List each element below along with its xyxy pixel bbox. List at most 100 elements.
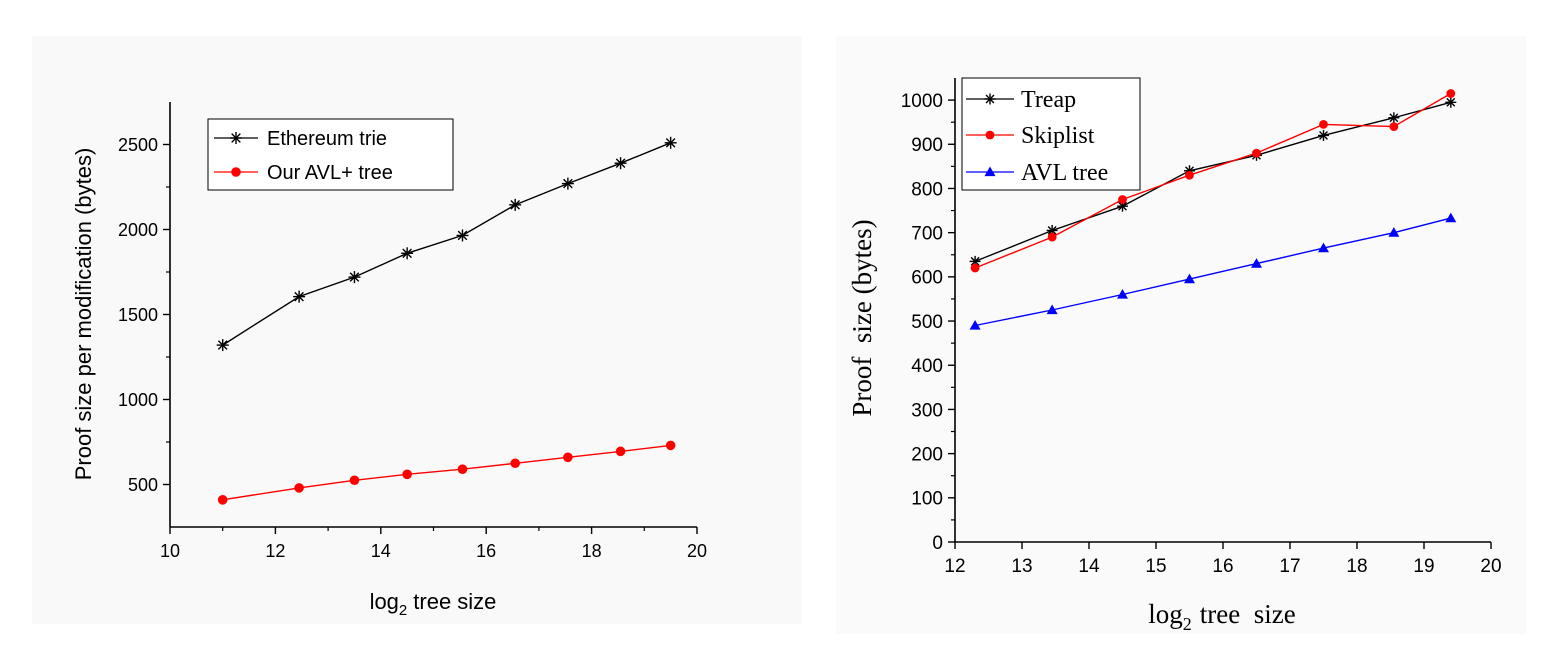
y-tick-label: 400 xyxy=(911,356,943,377)
legend-label-avl-tree: AVL tree xyxy=(1021,160,1108,186)
data-point-avl-tree xyxy=(1184,273,1195,284)
y-tick-label: 2500 xyxy=(118,135,158,155)
data-point-treap xyxy=(969,255,981,267)
data-point-skiplist xyxy=(1047,232,1057,242)
data-point-treap xyxy=(1318,129,1329,141)
data-point-our-avl-plus-tree xyxy=(217,495,228,505)
series-line-skiplist xyxy=(974,92,1452,269)
data-point-avl-tree xyxy=(1388,227,1400,237)
legend-label-ethereum-trie: Ethereum trie xyxy=(267,128,387,150)
data-point-avl-tree xyxy=(969,319,981,330)
y-tick-label: 600 xyxy=(911,268,943,289)
x-tick-label: 10 xyxy=(160,541,180,561)
data-point-avl-tree xyxy=(1117,289,1128,299)
data-point-treap xyxy=(1046,224,1058,236)
x-tick-label: 16 xyxy=(476,541,496,561)
data-point-skiplist xyxy=(970,263,980,273)
y-tick-label: 800 xyxy=(911,179,943,200)
y-tick-label: 500 xyxy=(911,312,943,333)
data-point-skiplist xyxy=(1319,120,1328,129)
chart-left-y-axis-label: Proof size per modification (bytes) xyxy=(71,148,96,481)
x-tick-label: 15 xyxy=(1145,556,1166,577)
data-point-our-avl-plus-tree xyxy=(457,464,468,475)
legend-marker-treap xyxy=(984,93,996,105)
legend-label-skiplist: Skiplist xyxy=(1021,123,1095,149)
data-point-avl-tree xyxy=(1445,212,1457,223)
data-point-avl-tree xyxy=(1251,258,1262,268)
legend-marker-our-avl-plus-tree xyxy=(231,167,241,177)
legend-symbol-skiplist xyxy=(985,130,995,140)
x-tick-label: 19 xyxy=(1413,556,1434,577)
data-point-ethereum-trie xyxy=(401,247,414,260)
chart-right-y-axis-label: Proof size (bytes) xyxy=(847,219,877,416)
x-tick-label: 13 xyxy=(1011,556,1032,577)
series-treap xyxy=(969,96,1457,267)
legend-marker-ethereum-trie xyxy=(230,132,242,144)
chart-right-y-ticks: 0 100 200 300 400 500 600 700 800 900 1000 xyxy=(901,91,955,554)
chart-left-series xyxy=(216,136,677,505)
x-tick-label: 14 xyxy=(1078,556,1100,577)
chart-left-x-axis-label: log2 tree size xyxy=(370,589,497,619)
chart-right-x-axis-label: log2 tree size xyxy=(1148,599,1295,634)
chart-right-legend: Treap Skiplist AVL tree xyxy=(961,77,1141,191)
y-tick-label: 500 xyxy=(128,475,158,495)
legend-item-avl-tree: AVL tree xyxy=(966,160,1108,186)
y-tick-label: 1000 xyxy=(901,91,943,112)
data-point-our-avl-plus-tree xyxy=(349,475,360,486)
data-point-our-avl-plus-tree xyxy=(615,446,626,457)
y-tick-label: 1500 xyxy=(118,305,158,325)
data-point-avl-tree xyxy=(1046,304,1058,315)
x-tick-label: 14 xyxy=(371,541,391,561)
legend-symbol-ethereum-trie xyxy=(230,132,242,144)
data-point-ethereum-trie xyxy=(348,271,361,284)
chart-right-series xyxy=(969,89,1457,330)
y-tick-label: 300 xyxy=(911,400,943,421)
data-point-skiplist xyxy=(1446,89,1456,98)
y-tick-label: 200 xyxy=(911,444,943,465)
series-our-avl-plus-tree xyxy=(217,440,676,505)
legend-item-treap: Treap xyxy=(966,87,1076,113)
chart-right-x-ticks: 12 13 14 15 16 17 18 19 20 xyxy=(944,542,1502,577)
series-avl-tree xyxy=(969,212,1457,330)
chart-left-y-ticks: 500 1000 1500 2000 2500 xyxy=(118,135,170,495)
chart-left-x-ticks: 10 12 14 16 18 20 xyxy=(160,527,707,561)
data-point-ethereum-trie xyxy=(614,157,627,170)
y-tick-label: 100 xyxy=(911,489,943,510)
legend-symbol-treap xyxy=(984,93,996,105)
data-point-ethereum-trie xyxy=(293,290,306,303)
chart-right: 12 13 14 15 16 17 18 19 20 0 100 200 300 400 500 600 70… xyxy=(847,77,1502,634)
y-tick-label: 0 xyxy=(932,533,943,554)
data-point-our-avl-plus-tree xyxy=(294,483,304,493)
series-skiplist xyxy=(970,89,1456,273)
legend-item-ethereum-trie: Ethereum trie xyxy=(214,128,387,150)
legend-symbol-avl-tree xyxy=(984,166,996,177)
legend-marker-skiplist xyxy=(985,130,995,140)
series-line-treap xyxy=(974,101,1451,263)
data-point-treap xyxy=(1388,112,1400,124)
series-ethereum-trie xyxy=(216,136,677,352)
data-point-skiplist xyxy=(1185,170,1194,180)
chart-left: 10 12 14 16 18 20 500 1000 1500 2000 2500 log2 tre… xyxy=(71,102,707,619)
y-tick-label: 700 xyxy=(911,224,943,245)
x-tick-label: 18 xyxy=(1346,556,1367,577)
y-tick-label: 2000 xyxy=(118,220,158,240)
data-point-skiplist xyxy=(1118,195,1127,204)
data-point-our-avl-plus-tree xyxy=(510,458,520,469)
chart-left-legend-box xyxy=(207,118,454,191)
legend-label-our-avl-plus-tree: Our AVL+ tree xyxy=(267,162,393,184)
x-tick-label: 20 xyxy=(1480,556,1501,577)
data-point-avl-tree xyxy=(1318,242,1329,253)
series-line-avl-tree xyxy=(974,217,1451,327)
legend-item-skiplist: Skiplist xyxy=(966,123,1095,149)
data-point-ethereum-trie xyxy=(664,136,677,149)
data-point-ethereum-trie xyxy=(561,177,574,190)
chart-left-legend: Ethereum trie Our AVL+ tree xyxy=(207,118,454,191)
data-point-our-avl-plus-tree xyxy=(402,469,412,480)
x-tick-label: 16 xyxy=(1212,556,1233,577)
data-point-skiplist xyxy=(1389,122,1399,132)
data-point-ethereum-trie xyxy=(509,198,522,211)
data-point-our-avl-plus-tree xyxy=(563,452,573,463)
y-tick-label: 900 xyxy=(911,135,943,156)
x-tick-label: 12 xyxy=(944,556,965,577)
